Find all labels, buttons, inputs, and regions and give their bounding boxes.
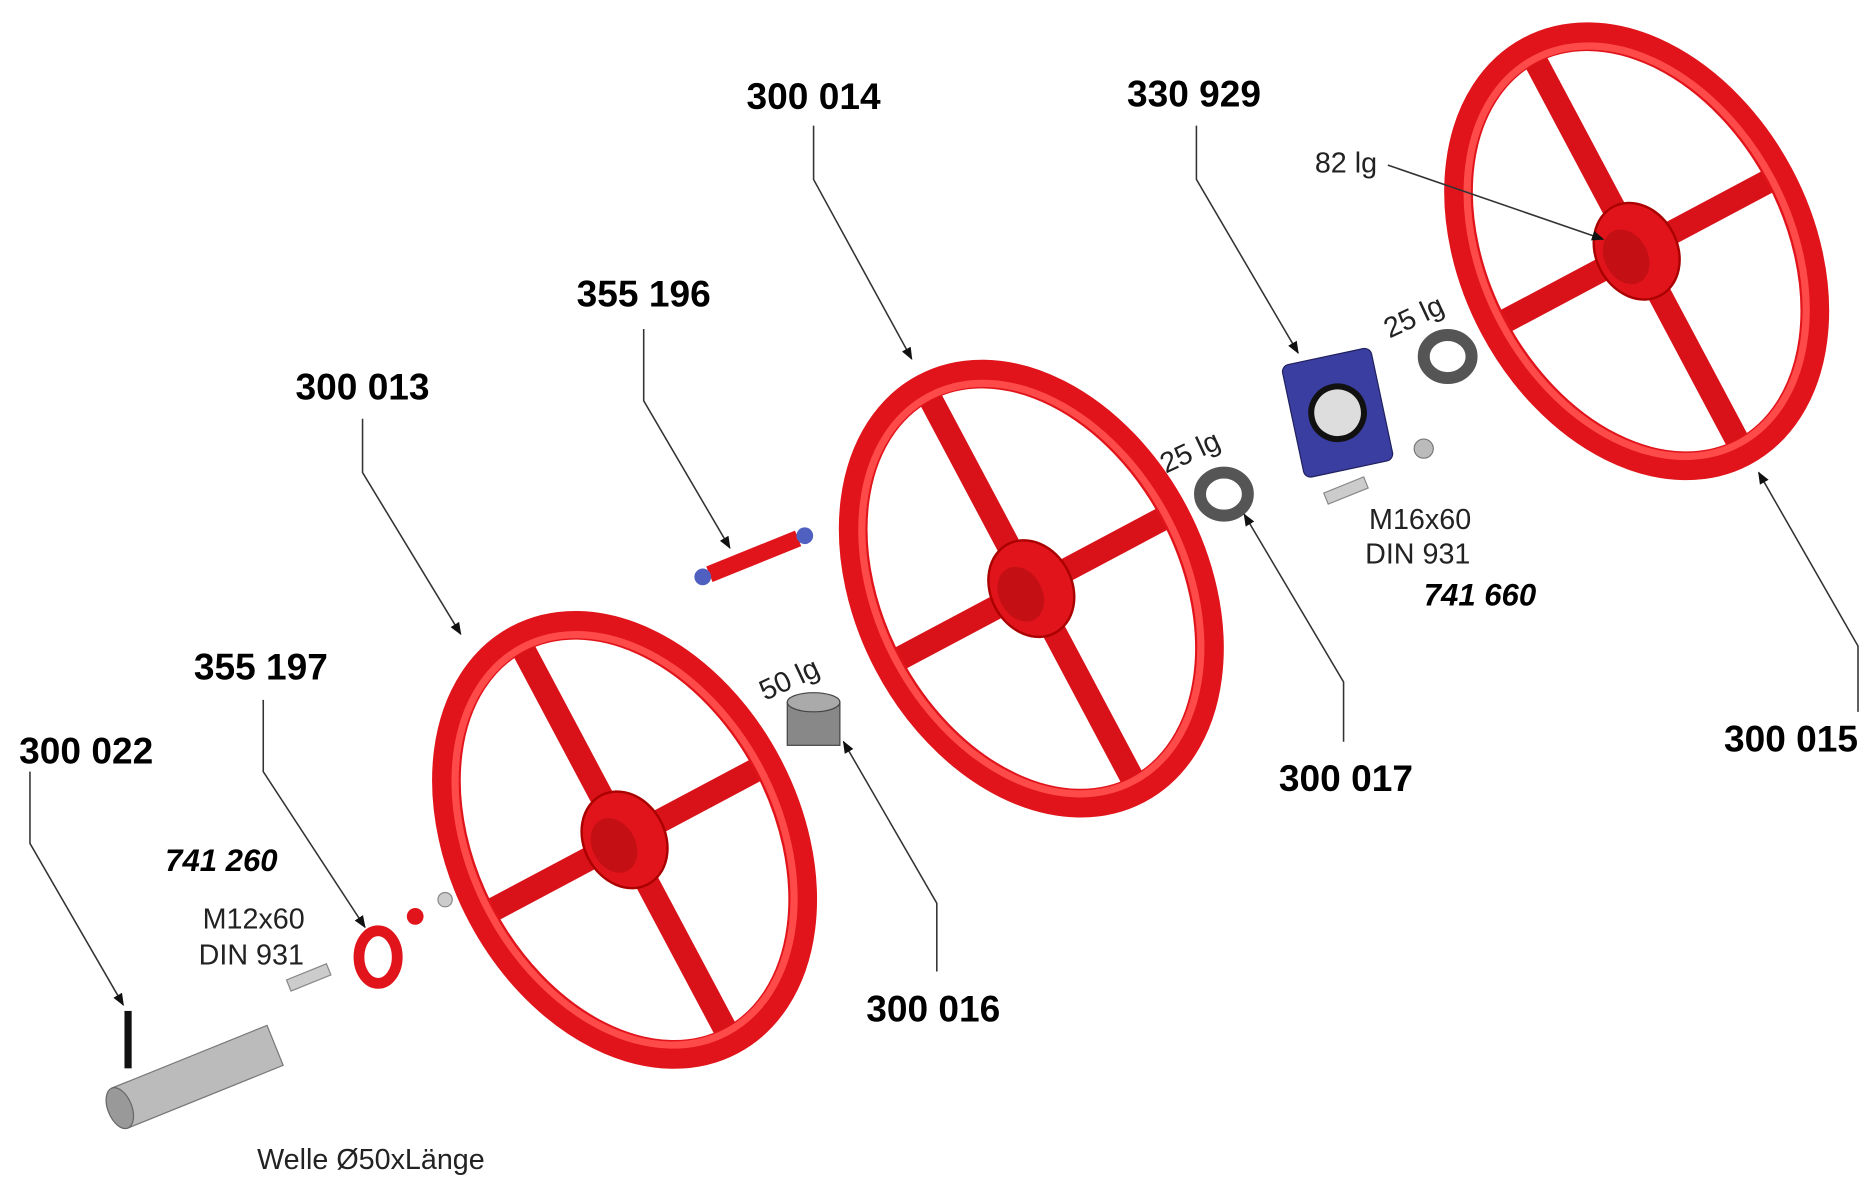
bearing <box>1281 347 1394 478</box>
labels: 300 014 330 929 355 196 300 013 355 197 … <box>19 72 1858 1175</box>
small-parts <box>101 335 1472 1133</box>
part-number: 300 014 <box>747 75 881 117</box>
exploded-view: 300 014 330 929 355 196 300 013 355 197 … <box>0 0 1876 1182</box>
annotation: Welle Ø50xLänge <box>257 1144 485 1176</box>
bushing <box>787 693 840 746</box>
bushing <box>1200 473 1248 516</box>
part-number: 300 016 <box>866 988 1000 1030</box>
handwheel <box>782 312 1281 865</box>
leaders <box>30 126 1858 1005</box>
part-number: 300 015 <box>1724 717 1858 759</box>
annotation: DIN 931 <box>199 939 304 971</box>
part-number: 300 022 <box>19 729 153 771</box>
annotation: DIN 931 <box>1365 538 1470 570</box>
part-number: 355 196 <box>577 272 711 314</box>
part-number: 330 929 <box>1127 72 1261 114</box>
part-number: 355 197 <box>194 646 328 688</box>
wheels <box>375 0 1876 1116</box>
annotation: M16x60 <box>1369 504 1471 536</box>
pin <box>692 525 816 588</box>
annotation: 741 660 <box>1424 577 1536 612</box>
annotation: 741 260 <box>165 843 277 878</box>
annotation: M12x60 <box>203 903 305 935</box>
bolt <box>1324 477 1368 504</box>
bushing <box>1424 335 1472 378</box>
nut <box>1414 439 1433 458</box>
handwheel <box>375 563 874 1116</box>
handwheel <box>1387 0 1876 528</box>
annotation: 82 lg <box>1315 147 1377 179</box>
nut <box>407 908 424 925</box>
clamp <box>359 931 397 984</box>
key <box>124 1011 131 1068</box>
part-number: 300 013 <box>296 366 430 408</box>
part-number: 300 017 <box>1279 757 1413 799</box>
washer <box>438 892 452 906</box>
